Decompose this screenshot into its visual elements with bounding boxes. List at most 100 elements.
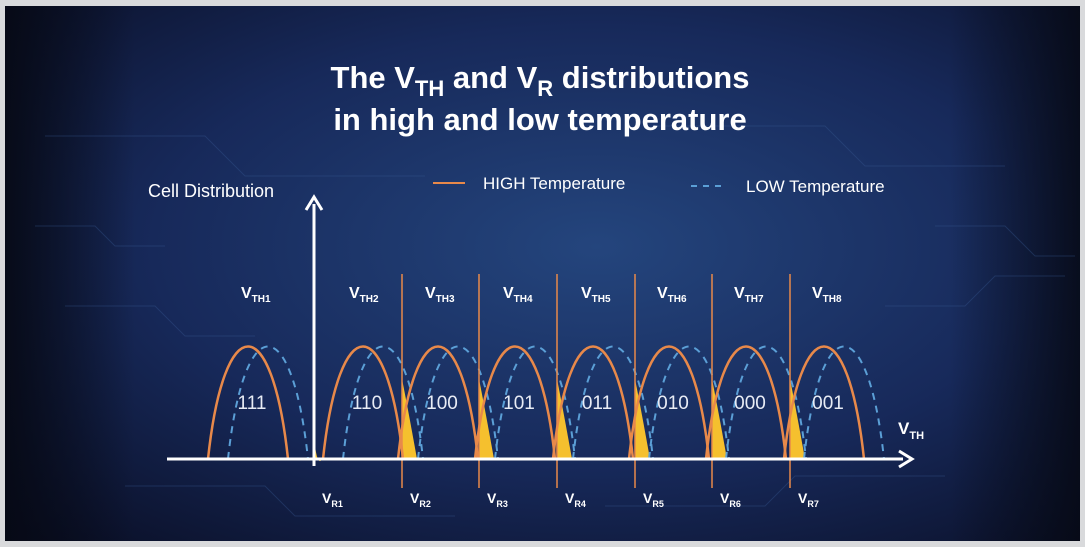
vth-label: VTH4 [503,285,533,305]
vr-label: VR2 [410,490,431,509]
vth-label-main: V [734,285,745,302]
vth-label: VTH5 [581,285,611,305]
vr-label-sub: R5 [652,499,664,509]
title-vr-prefix: and V [444,60,537,95]
circuit-pattern [35,125,1075,517]
low-temperature-curve [494,345,576,460]
high-temperature-curve [321,345,405,460]
low-temperature-curve [342,345,424,460]
vr-label-main: V [410,490,420,506]
distribution-diagram: The VTH and VR distributions in high and… [5,6,1080,541]
low-temperature-curve [227,345,309,460]
low-temperature-curve [417,345,499,460]
state-code-label: 011 [582,393,612,414]
vth-label-sub: TH8 [823,294,842,305]
low-temperature-curve [803,345,885,460]
low-temperature-curve [648,345,730,460]
vr-label-main: V [487,490,497,506]
vr-label-sub: R3 [496,499,508,509]
high-temperature-curve [206,345,290,460]
state-code-label: 110 [352,393,382,414]
high-temperature-curve [396,345,480,460]
low-temperature-curve [572,345,654,460]
high-temperature-curve [473,345,557,460]
high-temperature-curve [704,345,788,460]
low-temperature-curves [227,345,885,460]
circuit-trace [45,135,425,177]
vth-label-main: V [425,285,436,302]
vr-label-sub: R1 [331,499,343,509]
vth-label-sub: TH5 [592,294,611,305]
circuit-trace [605,475,945,507]
title-line-1: The VTH and VR distributions [331,60,750,101]
vr-label-main: V [322,490,332,506]
overlap-fills [314,379,805,462]
vth-labels: VTH1 VTH2 VTH3 VTH4 VTH5 VTH6 VTH7 VTH8 [241,285,842,305]
vth-label-main: V [581,285,592,302]
high-temperature-curve [782,345,866,460]
vr-label: VR1 [322,490,343,509]
state-code-label: 100 [426,393,458,414]
vth-label: VTH8 [812,285,842,305]
title-vr-subscript: R [537,76,553,101]
circuit-trace [885,275,1065,307]
high-temperature-curves [206,345,866,460]
vth-label-sub: TH6 [668,294,687,305]
overlap-wedge [557,379,572,459]
vr-label: VR6 [720,490,741,509]
x-axis-label: VTH [898,419,924,442]
vth-label-main: V [349,285,360,302]
vr-labels: VR1 VR2 VR3 VR4 VR5 VR6 VR7 [322,490,819,509]
vth-label: VTH6 [657,285,687,305]
state-code-label: 000 [734,393,766,414]
vr-label-main: V [720,490,730,506]
overlap-wedge [479,379,494,459]
vr-label-sub: R4 [574,499,586,509]
title-suffix: distributions [553,60,749,95]
vth-label: VTH1 [241,285,271,305]
circuit-trace [935,225,1075,257]
state-code-labels: 111 110 100 101 011 010 000 001 [238,393,844,414]
title-line-2: in high and low temperature [333,102,746,137]
diagram-canvas: The VTH and VR distributions in high and… [5,6,1080,541]
title-vth-subscript: TH [415,76,444,101]
overlap-wedge [402,379,417,459]
vr-label-main: V [565,490,575,506]
legend-low-label: LOW Temperature [746,177,885,196]
state-code-label: 111 [238,393,267,414]
vth-label: VTH2 [349,285,379,305]
y-axis-label: Cell Distribution [148,181,274,201]
vr-label-sub: R2 [419,499,431,509]
x-axis-label-sub: TH [909,430,924,442]
vth-label-sub: TH7 [745,294,764,305]
background-edge-right [950,6,1080,541]
vr-label-main: V [798,490,808,506]
state-code-label: 010 [657,393,689,414]
vth-label-sub: TH1 [252,294,271,305]
state-code-label: 101 [503,393,535,414]
circuit-trace [35,225,165,247]
y-axis-arrow [304,194,324,211]
state-code-label: 001 [812,393,844,414]
vth-label: VTH3 [425,285,455,305]
vr-label-sub: R6 [729,499,741,509]
circuit-trace [65,305,255,337]
x-axis-arrow [898,449,915,469]
high-temperature-curve [551,345,635,460]
vth-label-sub: TH2 [360,294,379,305]
vr-label-sub: R7 [807,499,819,509]
vr-label: VR3 [487,490,508,509]
overlap-wedge [314,438,322,462]
vth-label-main: V [812,285,823,302]
vth-label-main: V [241,285,252,302]
vr-label: VR7 [798,490,819,509]
high-temperature-curve [627,345,711,460]
vth-label-sub: TH3 [436,294,455,305]
read-voltage-lines [401,274,791,488]
vth-label: VTH7 [734,285,764,305]
legend-high-label: HIGH Temperature [483,174,625,193]
vr-label: VR5 [643,490,664,509]
background-edge-left [5,6,135,541]
circuit-trace [655,125,1005,167]
x-axis-label-main: V [898,419,910,438]
